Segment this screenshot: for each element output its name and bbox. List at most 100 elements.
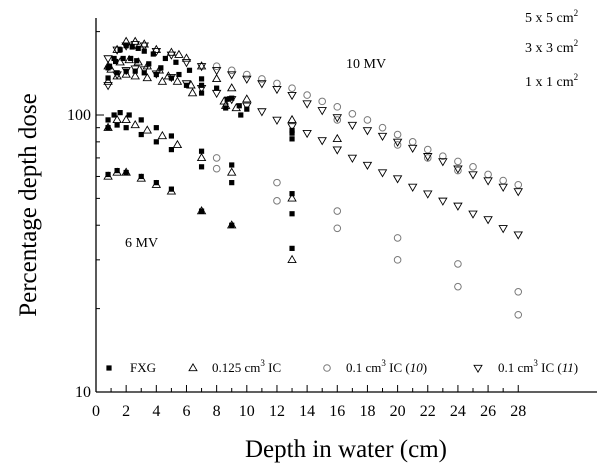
- data-point: [139, 42, 149, 51]
- data-point: [231, 102, 241, 112]
- data-point: [287, 254, 297, 263]
- legend-marker-0125-ic: [188, 362, 198, 372]
- data-point: [318, 97, 327, 106]
- data-point: [212, 164, 221, 173]
- data-point: [168, 186, 174, 192]
- data-point: [212, 154, 221, 162]
- data-point: [130, 71, 140, 80]
- data-point: [468, 171, 478, 180]
- data-point: [347, 121, 358, 131]
- data-point: [498, 183, 508, 192]
- data-point: [212, 62, 221, 71]
- data-point: [468, 210, 478, 219]
- data-point: [289, 245, 295, 251]
- x-tick-label: 4: [152, 403, 160, 420]
- data-point: [123, 43, 129, 49]
- data-point: [153, 180, 159, 186]
- x-tick-label: 16: [329, 403, 345, 420]
- x-tick-labels: 0 2 4 6 8 10 12 14 16 18 20 22 24 26 28: [92, 403, 526, 420]
- x-tick-label: 20: [390, 403, 406, 420]
- data-point: [150, 51, 156, 57]
- data-point: [151, 70, 162, 79]
- data-point: [393, 256, 402, 264]
- data-point: [289, 130, 295, 136]
- data-point: [133, 57, 143, 66]
- data-point: [112, 114, 122, 124]
- data-point: [196, 152, 207, 162]
- data-point: [187, 88, 198, 97]
- data-point: [163, 71, 174, 80]
- data-point: [130, 41, 140, 50]
- x-tick-label: 18: [359, 403, 375, 420]
- data-point: [174, 49, 184, 58]
- data-point: [105, 171, 111, 178]
- legend-label-01-ic-10: 0.1 cm3 IC (10): [346, 358, 427, 375]
- data-point: [226, 167, 237, 176]
- data-point: [117, 47, 123, 53]
- legend-marker-01-ic-11: [473, 364, 483, 374]
- data-point: [454, 157, 462, 166]
- x-tick-label: 22: [420, 403, 436, 420]
- data-point: [114, 167, 120, 174]
- legend-label-fxg: FXG: [130, 360, 156, 375]
- x-tick-label: 24: [450, 403, 466, 420]
- data-point: [288, 84, 296, 92]
- y-tick-label: 10: [75, 384, 91, 401]
- data-point: [186, 67, 193, 73]
- data-point: [198, 208, 205, 214]
- legend-marker-shape: [106, 365, 112, 371]
- data-point: [168, 133, 174, 139]
- x-axis-title: Depth in water (cm): [245, 436, 447, 463]
- data-point: [112, 71, 122, 80]
- data-point: [498, 225, 508, 234]
- data-point: [483, 177, 493, 186]
- data-point: [242, 75, 252, 84]
- data-point: [106, 64, 116, 73]
- data-point: [499, 176, 507, 185]
- data-point: [112, 44, 122, 53]
- data-point: [151, 44, 162, 53]
- data-point: [196, 206, 207, 215]
- data-point: [112, 46, 122, 55]
- data-point: [158, 65, 164, 71]
- data-point: [226, 71, 237, 80]
- data-point: [168, 147, 174, 153]
- y-tick-labels: 10 100: [67, 107, 91, 401]
- data-point: [484, 170, 492, 179]
- data-point: [229, 162, 235, 168]
- x-tick-label: 26: [480, 403, 496, 420]
- data-point: [333, 224, 342, 233]
- data-point: [105, 125, 111, 131]
- data-point: [183, 82, 190, 88]
- data-point: [483, 216, 493, 225]
- field-size-5x5: 5 x 5 cm2: [525, 8, 578, 26]
- data-point: [229, 95, 235, 101]
- data-point: [393, 130, 402, 139]
- data-point: [273, 178, 281, 187]
- data-point: [198, 76, 205, 82]
- series-circle: [212, 62, 523, 319]
- data-point: [196, 63, 207, 72]
- data-point: [126, 112, 132, 118]
- data-point: [123, 169, 129, 176]
- field-size-annotations: 5 x 5 cm2 3 x 3 cm2 1 x 1 cm2: [525, 8, 578, 90]
- data-point: [317, 137, 327, 146]
- energy-label-6mv: 6 MV: [125, 236, 158, 251]
- data-point: [223, 105, 229, 111]
- data-point: [120, 55, 126, 62]
- data-point: [363, 116, 372, 124]
- data-point: [186, 80, 196, 89]
- y-tick-label: 100: [67, 107, 91, 124]
- data-point: [123, 125, 129, 131]
- data-point: [142, 125, 153, 134]
- x-tick-label: 14: [299, 403, 315, 420]
- legend-label-01-ic-11: 0.1 cm3 IC (11): [498, 358, 578, 375]
- data-point: [157, 76, 168, 85]
- legend-marker-fxg: [106, 365, 112, 371]
- y-axis-title: Percentage depth dose: [15, 93, 42, 317]
- legend-marker-shape: [473, 364, 483, 374]
- data-point: [136, 173, 146, 182]
- data-point: [173, 59, 179, 65]
- data-point: [113, 58, 119, 65]
- data-point: [103, 82, 113, 91]
